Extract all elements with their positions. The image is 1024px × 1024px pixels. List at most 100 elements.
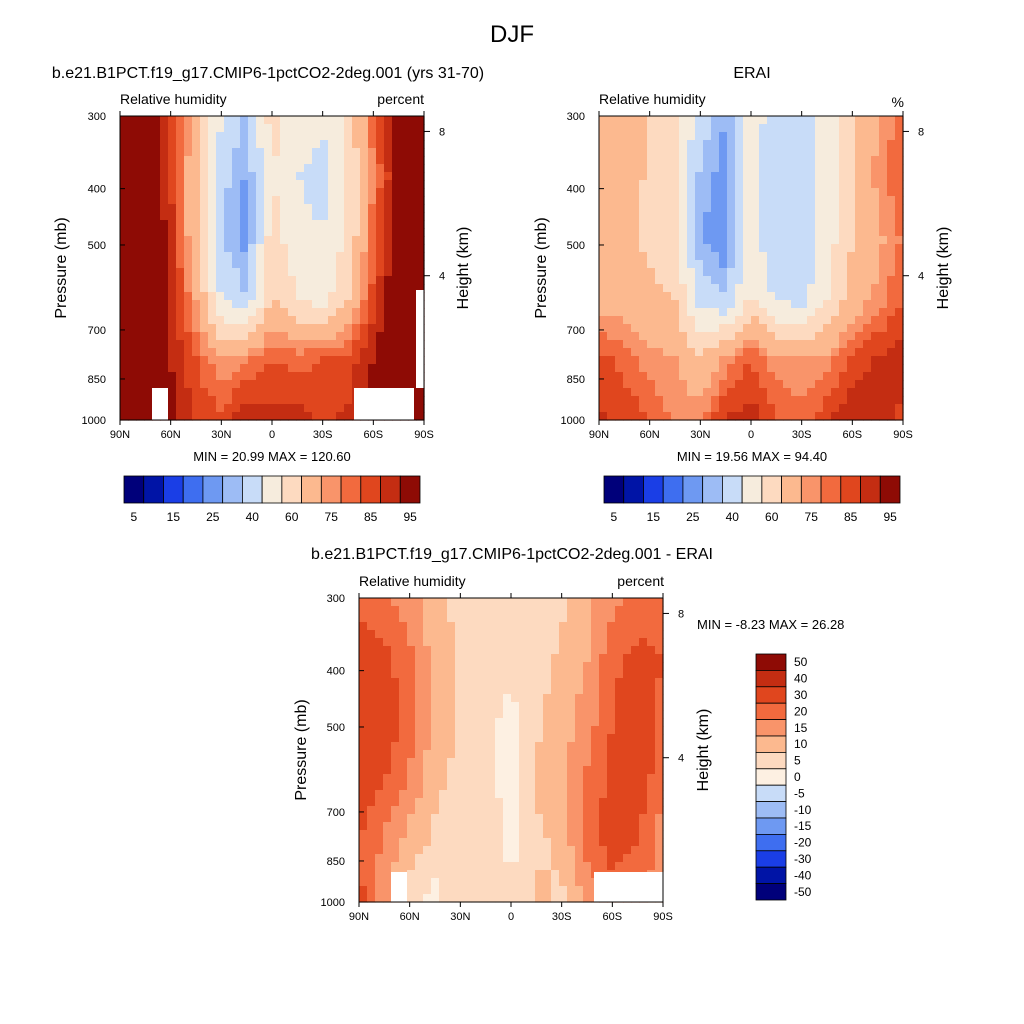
heatmap-cell xyxy=(719,116,728,125)
heatmap-cell xyxy=(879,396,888,405)
heatmap-cell xyxy=(671,188,680,197)
x-tick-label: 0 xyxy=(748,429,754,441)
heatmap-cell xyxy=(783,172,792,181)
heatmap-cell xyxy=(368,196,377,205)
heatmap-cell xyxy=(647,332,656,341)
heatmap-cell xyxy=(711,220,720,229)
heatmap-cell xyxy=(176,276,185,285)
heatmap-cell xyxy=(463,622,472,631)
heatmap-cell xyxy=(839,260,848,269)
heatmap-cell xyxy=(224,268,233,277)
heatmap-cell xyxy=(655,388,664,397)
heatmap-cell xyxy=(735,300,744,309)
heatmap-cell xyxy=(735,164,744,173)
heatmap-cell xyxy=(168,148,177,157)
heatmap-cell xyxy=(375,622,384,631)
heatmap-cell xyxy=(775,252,784,261)
heatmap-cell xyxy=(184,180,193,189)
heatmap-cell xyxy=(168,300,177,309)
heatmap-cell xyxy=(328,132,337,141)
heatmap-cell xyxy=(671,180,680,189)
heatmap-cell xyxy=(607,356,616,365)
heatmap-cell xyxy=(791,164,800,173)
colorbar-label: 15 xyxy=(647,510,661,524)
heatmap-cell xyxy=(272,204,281,213)
heatmap-cell xyxy=(280,364,289,373)
heatmap-cell xyxy=(184,412,193,421)
heatmap-cell xyxy=(471,854,480,863)
heatmap-cell xyxy=(240,236,249,245)
heatmap-cell xyxy=(679,204,688,213)
heatmap-cell xyxy=(831,404,840,413)
heatmap-cell xyxy=(735,204,744,213)
heatmap-cell xyxy=(328,124,337,133)
heatmap-cell xyxy=(192,300,201,309)
heatmap-cell xyxy=(743,124,752,133)
heatmap-cell xyxy=(743,260,752,269)
heatmap-cell xyxy=(511,782,520,791)
heatmap-cell xyxy=(695,252,704,261)
heatmap-cell xyxy=(767,372,776,381)
heatmap-cell xyxy=(304,324,313,333)
heatmap-cell xyxy=(336,268,345,277)
heatmap-cell xyxy=(455,630,464,639)
heatmap-cell xyxy=(184,196,193,205)
heatmap-cell xyxy=(208,156,217,165)
heatmap-cell xyxy=(304,340,313,349)
heatmap-cell xyxy=(567,894,576,903)
heatmap-cell xyxy=(591,782,600,791)
heatmap-cell xyxy=(559,614,568,623)
heatmap-cell xyxy=(599,606,608,615)
heatmap-cell xyxy=(352,364,361,373)
heatmap-cell xyxy=(352,164,361,173)
heatmap-cell xyxy=(439,638,448,647)
heatmap-cell xyxy=(447,742,456,751)
heatmap-cell xyxy=(240,116,249,125)
heatmap-cell xyxy=(647,140,656,149)
heatmap-cell xyxy=(687,388,696,397)
heatmap-cell xyxy=(368,260,377,269)
heatmap-cell xyxy=(583,886,592,895)
heatmap-cell xyxy=(120,308,129,317)
heatmap-cell xyxy=(631,798,640,807)
heatmap-cell xyxy=(256,164,265,173)
heatmap-cell xyxy=(519,838,528,847)
heatmap-cell xyxy=(232,356,241,365)
heatmap-cell xyxy=(703,196,712,205)
heatmap-cell xyxy=(431,678,440,687)
heatmap-cell xyxy=(407,710,416,719)
heatmap-cell xyxy=(399,686,408,695)
heatmap-cell xyxy=(679,388,688,397)
heatmap-cell xyxy=(663,316,672,325)
heatmap-cell xyxy=(463,886,472,895)
heatmap-cell xyxy=(775,284,784,293)
heatmap-cell xyxy=(671,316,680,325)
heatmap-cell xyxy=(400,268,409,277)
heatmap-cell xyxy=(359,806,368,815)
heatmap-cell xyxy=(567,630,576,639)
heatmap-cell xyxy=(152,380,161,389)
heatmap-cell xyxy=(535,734,544,743)
heatmap-cell xyxy=(208,292,217,301)
heatmap-cell xyxy=(383,638,392,647)
heatmap-cell xyxy=(272,324,281,333)
heatmap-cell xyxy=(543,758,552,767)
heatmap-cell xyxy=(887,348,896,357)
heatmap-cell xyxy=(264,148,273,157)
heatmap-cell xyxy=(687,284,696,293)
heatmap-cell xyxy=(152,140,161,149)
heatmap-cell xyxy=(559,830,568,839)
heatmap-cell xyxy=(623,284,632,293)
heatmap-cell xyxy=(847,148,856,157)
heatmap-cell xyxy=(855,252,864,261)
heatmap-cell xyxy=(567,718,576,727)
heatmap-cell xyxy=(711,164,720,173)
heatmap-cell xyxy=(280,292,289,301)
heatmap-cell xyxy=(871,340,880,349)
heatmap-cell xyxy=(471,782,480,791)
heatmap-cell xyxy=(615,348,624,357)
heatmap-cell xyxy=(679,292,688,301)
heatmap-cell xyxy=(687,412,696,421)
heatmap-cell xyxy=(312,220,321,229)
heatmap-cell xyxy=(511,694,520,703)
